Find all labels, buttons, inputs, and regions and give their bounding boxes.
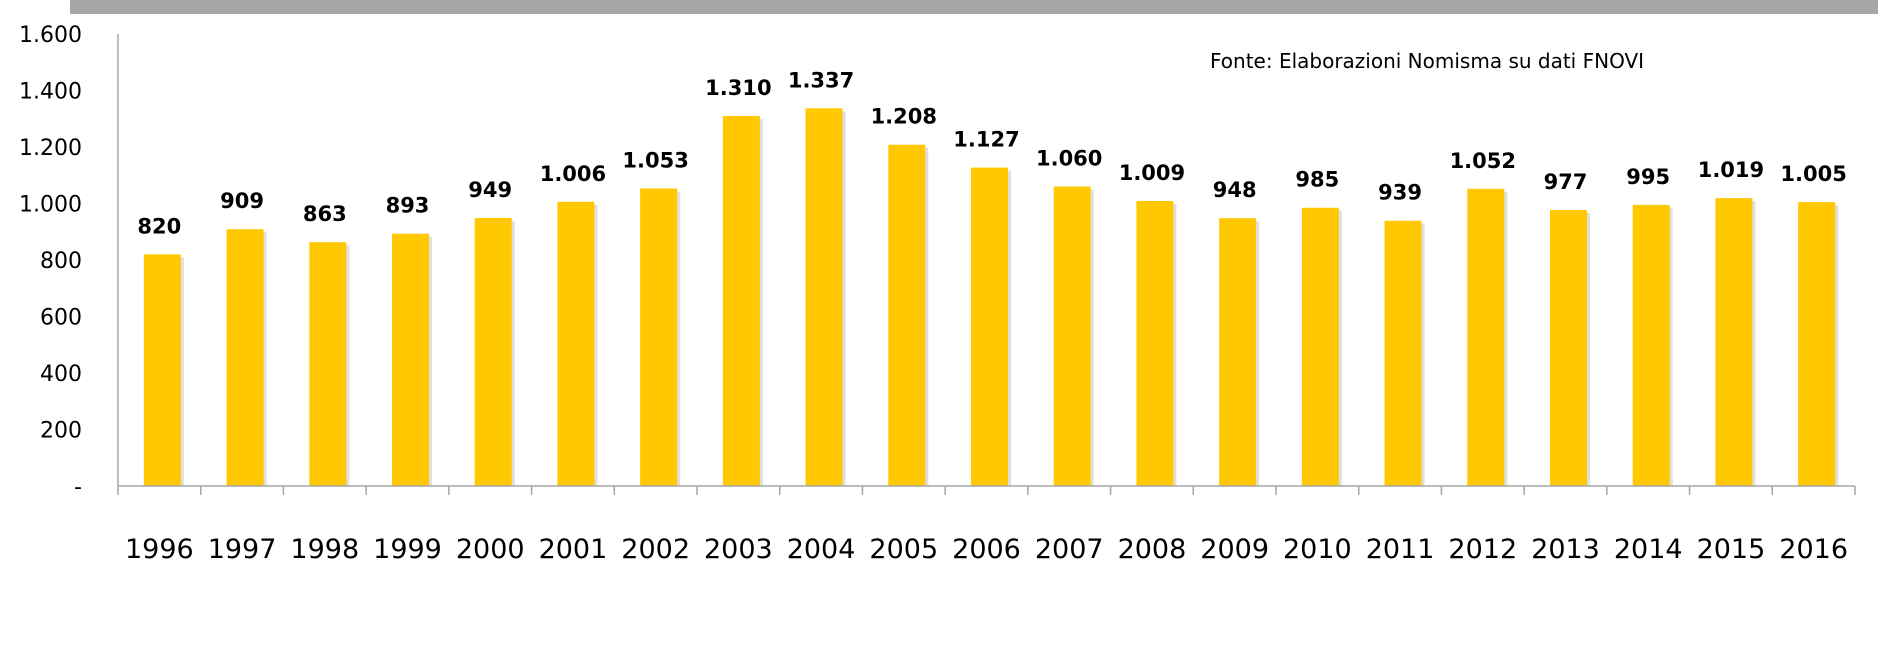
x-tick-label: 1998 xyxy=(290,534,359,565)
y-tick-label: 1.200 xyxy=(19,136,82,161)
data-label: 1.006 xyxy=(540,162,606,186)
data-label: 1.019 xyxy=(1698,158,1764,182)
x-axis-ticks xyxy=(117,486,1856,495)
bar-2001 xyxy=(557,201,595,486)
x-tick-label: 2002 xyxy=(621,534,690,565)
bar-2010 xyxy=(1301,207,1339,487)
y-tick-label: 1.600 xyxy=(19,23,82,48)
data-label: 1.053 xyxy=(622,149,688,173)
data-labels: 820 909 863 893 949 1.006 1.053 1.310 1.337 1.208… xyxy=(137,68,1846,238)
bar-1998 xyxy=(309,242,347,486)
y-tick-label: 600 xyxy=(40,306,82,331)
x-tick-label: 1997 xyxy=(208,534,277,565)
header-band xyxy=(70,0,1878,14)
bars xyxy=(143,108,1836,487)
bar-2011 xyxy=(1384,220,1422,487)
y-tick-label: - xyxy=(74,475,82,500)
x-tick-label: 2000 xyxy=(456,534,525,565)
x-tick-label: 2013 xyxy=(1531,534,1600,565)
bar-2013 xyxy=(1550,209,1587,486)
x-tick-label: 2009 xyxy=(1200,534,1269,565)
bar-1996 xyxy=(143,254,181,486)
bar-2008 xyxy=(1136,200,1174,486)
y-tick-label: 400 xyxy=(40,362,82,387)
bar-2005 xyxy=(888,144,926,487)
bar-1999 xyxy=(392,233,429,486)
data-label: 1.052 xyxy=(1450,149,1516,173)
y-tick-label: 200 xyxy=(40,419,82,444)
y-axis-tick-labels: - 200 400 600 800 1.000 1.200 1.400 1.600 xyxy=(19,23,82,500)
bar-2016 xyxy=(1798,202,1836,486)
x-tick-label: 2007 xyxy=(1035,534,1104,565)
data-label: 1.208 xyxy=(871,105,937,129)
source-annotation: Fonte: Elaborazioni Nomisma su dati FNOV… xyxy=(1210,49,1644,73)
data-label: 863 xyxy=(303,202,347,226)
x-tick-label: 2006 xyxy=(952,534,1021,565)
data-label: 977 xyxy=(1544,170,1588,194)
bar-2015 xyxy=(1715,198,1753,486)
data-label: 1.337 xyxy=(788,68,854,92)
bar-1997 xyxy=(226,229,264,486)
x-tick-label: 2012 xyxy=(1448,534,1517,565)
x-tick-label: 2004 xyxy=(787,534,856,565)
bar-2006 xyxy=(971,167,1008,486)
x-tick-label: 1999 xyxy=(373,534,442,565)
data-label: 1.009 xyxy=(1119,161,1185,185)
data-label: 1.005 xyxy=(1780,162,1846,186)
x-tick-label: 2001 xyxy=(539,534,608,565)
data-label: 948 xyxy=(1213,178,1257,202)
y-tick-label: 1.400 xyxy=(19,80,82,105)
x-tick-label: 2016 xyxy=(1779,534,1848,565)
x-tick-label: 2015 xyxy=(1697,534,1766,565)
bar-2002 xyxy=(640,188,678,486)
bar-2003 xyxy=(722,115,760,487)
data-label: 939 xyxy=(1378,181,1422,205)
x-tick-label: 2008 xyxy=(1118,534,1187,565)
x-tick-label: 2003 xyxy=(704,534,773,565)
y-tick-label: 1.000 xyxy=(19,193,82,218)
data-label: 820 xyxy=(137,214,181,238)
bar-2009 xyxy=(1219,218,1257,486)
x-tick-label: 2005 xyxy=(869,534,938,565)
data-label: 1.310 xyxy=(705,76,771,100)
x-tick-label: 1996 xyxy=(125,534,194,565)
bar-2014 xyxy=(1632,204,1670,486)
bar-2007 xyxy=(1053,186,1091,487)
data-label: 985 xyxy=(1295,168,1339,192)
x-tick-label: 2014 xyxy=(1614,534,1683,565)
data-label: 1.127 xyxy=(953,128,1019,152)
data-label: 949 xyxy=(468,178,512,202)
x-tick-label: 2011 xyxy=(1366,534,1435,565)
bar-2004 xyxy=(805,108,843,487)
data-label: 995 xyxy=(1626,165,1670,189)
data-label: 893 xyxy=(386,194,430,218)
y-tick-label: 800 xyxy=(40,249,82,274)
data-label: 1.060 xyxy=(1036,147,1102,171)
bar-2000 xyxy=(474,217,512,486)
data-label: 909 xyxy=(220,189,264,213)
bar-2012 xyxy=(1467,188,1505,486)
x-axis-tick-labels: 1996 1997 1998 1999 2000 2001 2002 2003 2004 2005… xyxy=(125,534,1848,565)
x-tick-label: 2010 xyxy=(1283,534,1352,565)
